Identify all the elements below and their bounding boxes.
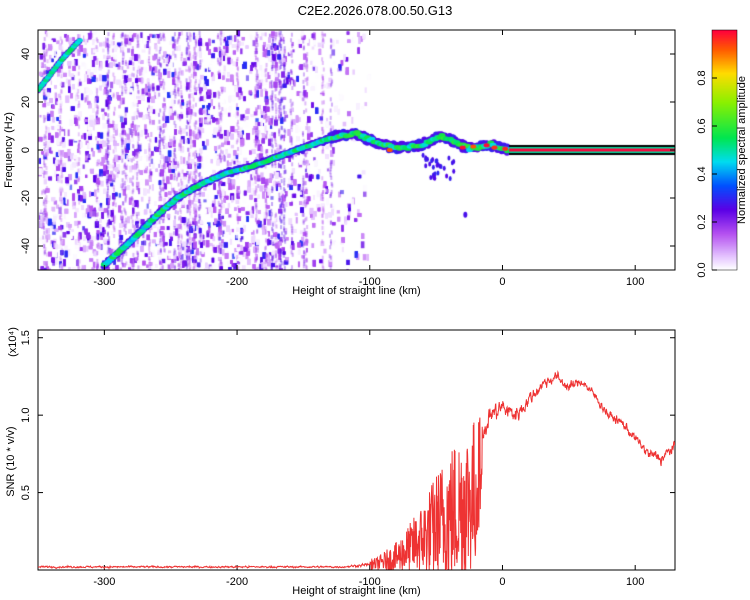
colorbar-gradient — [712, 30, 737, 270]
bottom-ytick-label: 0.5 — [20, 485, 32, 500]
top-ylabel: Frequency (Hz) — [3, 112, 15, 188]
top-ytick-label: -40 — [20, 238, 32, 254]
top-xtick-label: 100 — [626, 276, 644, 288]
bottom-xtick-label: 0 — [499, 576, 505, 588]
colorbar-label: Normalized spectral amplitude — [736, 76, 748, 224]
colorbar-frame — [711, 29, 738, 271]
colorbar-tick-label: 0.2 — [696, 214, 708, 229]
bottom-xtick-label: -100 — [359, 576, 381, 588]
top-ytick-label: 40 — [20, 48, 32, 60]
bottom-xtick-label: -200 — [226, 576, 248, 588]
top-xtick-label: 0 — [499, 276, 505, 288]
top-ytick-label: -20 — [20, 190, 32, 206]
top-xtick-label: -200 — [226, 276, 248, 288]
bottom-xlabel: Height of straight line (km) — [292, 585, 420, 597]
bottom-ylabel: SNR (10 * v/v) — [5, 426, 17, 496]
top-ytick-label: 0 — [20, 147, 32, 153]
top-ytick-label: 20 — [20, 96, 32, 108]
colorbar-tick-label: 0.4 — [696, 166, 708, 181]
bottom-yscale-label: (x10⁴) — [7, 327, 19, 357]
top-xtick-label: -100 — [359, 276, 381, 288]
snr-series-line — [38, 370, 675, 570]
bottom-xtick-label: -300 — [93, 576, 115, 588]
colorbar-tick-label: 0.0 — [696, 262, 708, 277]
colorbar-tick-label: 0.6 — [696, 118, 708, 133]
bottom-ytick-label: 1.0 — [20, 408, 32, 423]
bottom-plot-frame — [37, 329, 676, 571]
bottom-xtick-label: 100 — [626, 576, 644, 588]
chart-title: C2E2.2026.078.00.50.G13 — [298, 3, 453, 18]
bottom-ytick-label: 1.5 — [20, 330, 32, 345]
top-xtick-label: -300 — [93, 276, 115, 288]
top-plot-frame — [37, 29, 676, 271]
spectrogram-heatmap — [38, 30, 675, 270]
top-xlabel: Height of straight line (km) — [292, 285, 420, 297]
colorbar-tick-label: 0.8 — [696, 70, 708, 85]
